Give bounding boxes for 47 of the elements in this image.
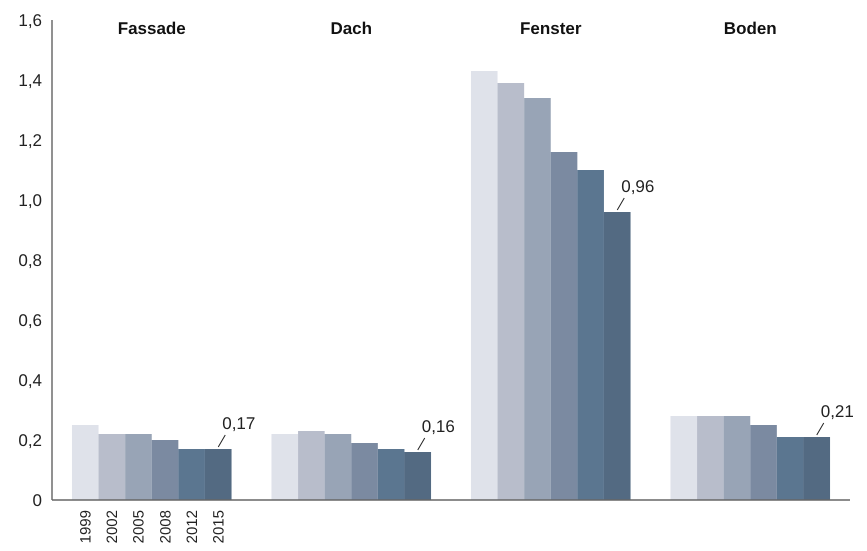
text: 1999: [78, 510, 94, 544]
bar: [524, 98, 551, 500]
bar: [404, 452, 432, 500]
y-tick-label: 0,6: [18, 310, 42, 330]
data-label: 0,17: [222, 414, 256, 433]
bar: [271, 434, 298, 500]
y-tick-label: 0,4: [18, 370, 42, 390]
bar: [724, 416, 750, 500]
text: 2008: [157, 510, 174, 544]
bar: [697, 416, 724, 500]
bar: [152, 440, 178, 500]
x-tick-label: Dach: [330, 18, 372, 38]
bar: [204, 449, 232, 500]
bar: [670, 416, 698, 500]
bar: [750, 425, 777, 500]
y-tick-label: 0: [32, 490, 42, 510]
bar: [125, 434, 152, 500]
x-tick-label: Boden: [724, 18, 777, 38]
x-tick-label: Fassade: [118, 18, 186, 38]
data-label: 0,96: [621, 177, 654, 196]
bar: [298, 431, 325, 500]
data-label: 0,21: [820, 402, 854, 421]
bar: [776, 437, 804, 500]
y-tick-label: 1,0: [18, 190, 42, 210]
bar: [351, 443, 378, 500]
y-tick-label: 1,6: [18, 10, 42, 30]
bar: [98, 434, 126, 500]
text: 2002: [104, 510, 122, 544]
bar: [72, 425, 99, 500]
y-tick-label: 0,2: [18, 430, 42, 450]
y-tick-label: 1,4: [18, 70, 42, 90]
text: 2012: [184, 510, 201, 544]
bar: [378, 449, 404, 500]
bar: [577, 170, 604, 500]
x-tick-label: Fenster: [520, 18, 582, 38]
text: 2015: [210, 510, 228, 544]
bar: [470, 71, 498, 500]
y-tick-label: 0,8: [18, 250, 42, 270]
bar: [324, 434, 352, 500]
bar: [498, 83, 524, 500]
bar: [803, 437, 830, 500]
bar: [604, 212, 631, 500]
bar: [550, 152, 578, 500]
text: 2005: [130, 510, 148, 544]
bar: [178, 449, 205, 500]
data-label: 0,16: [422, 417, 455, 436]
y-tick-label: 1,2: [18, 130, 42, 150]
